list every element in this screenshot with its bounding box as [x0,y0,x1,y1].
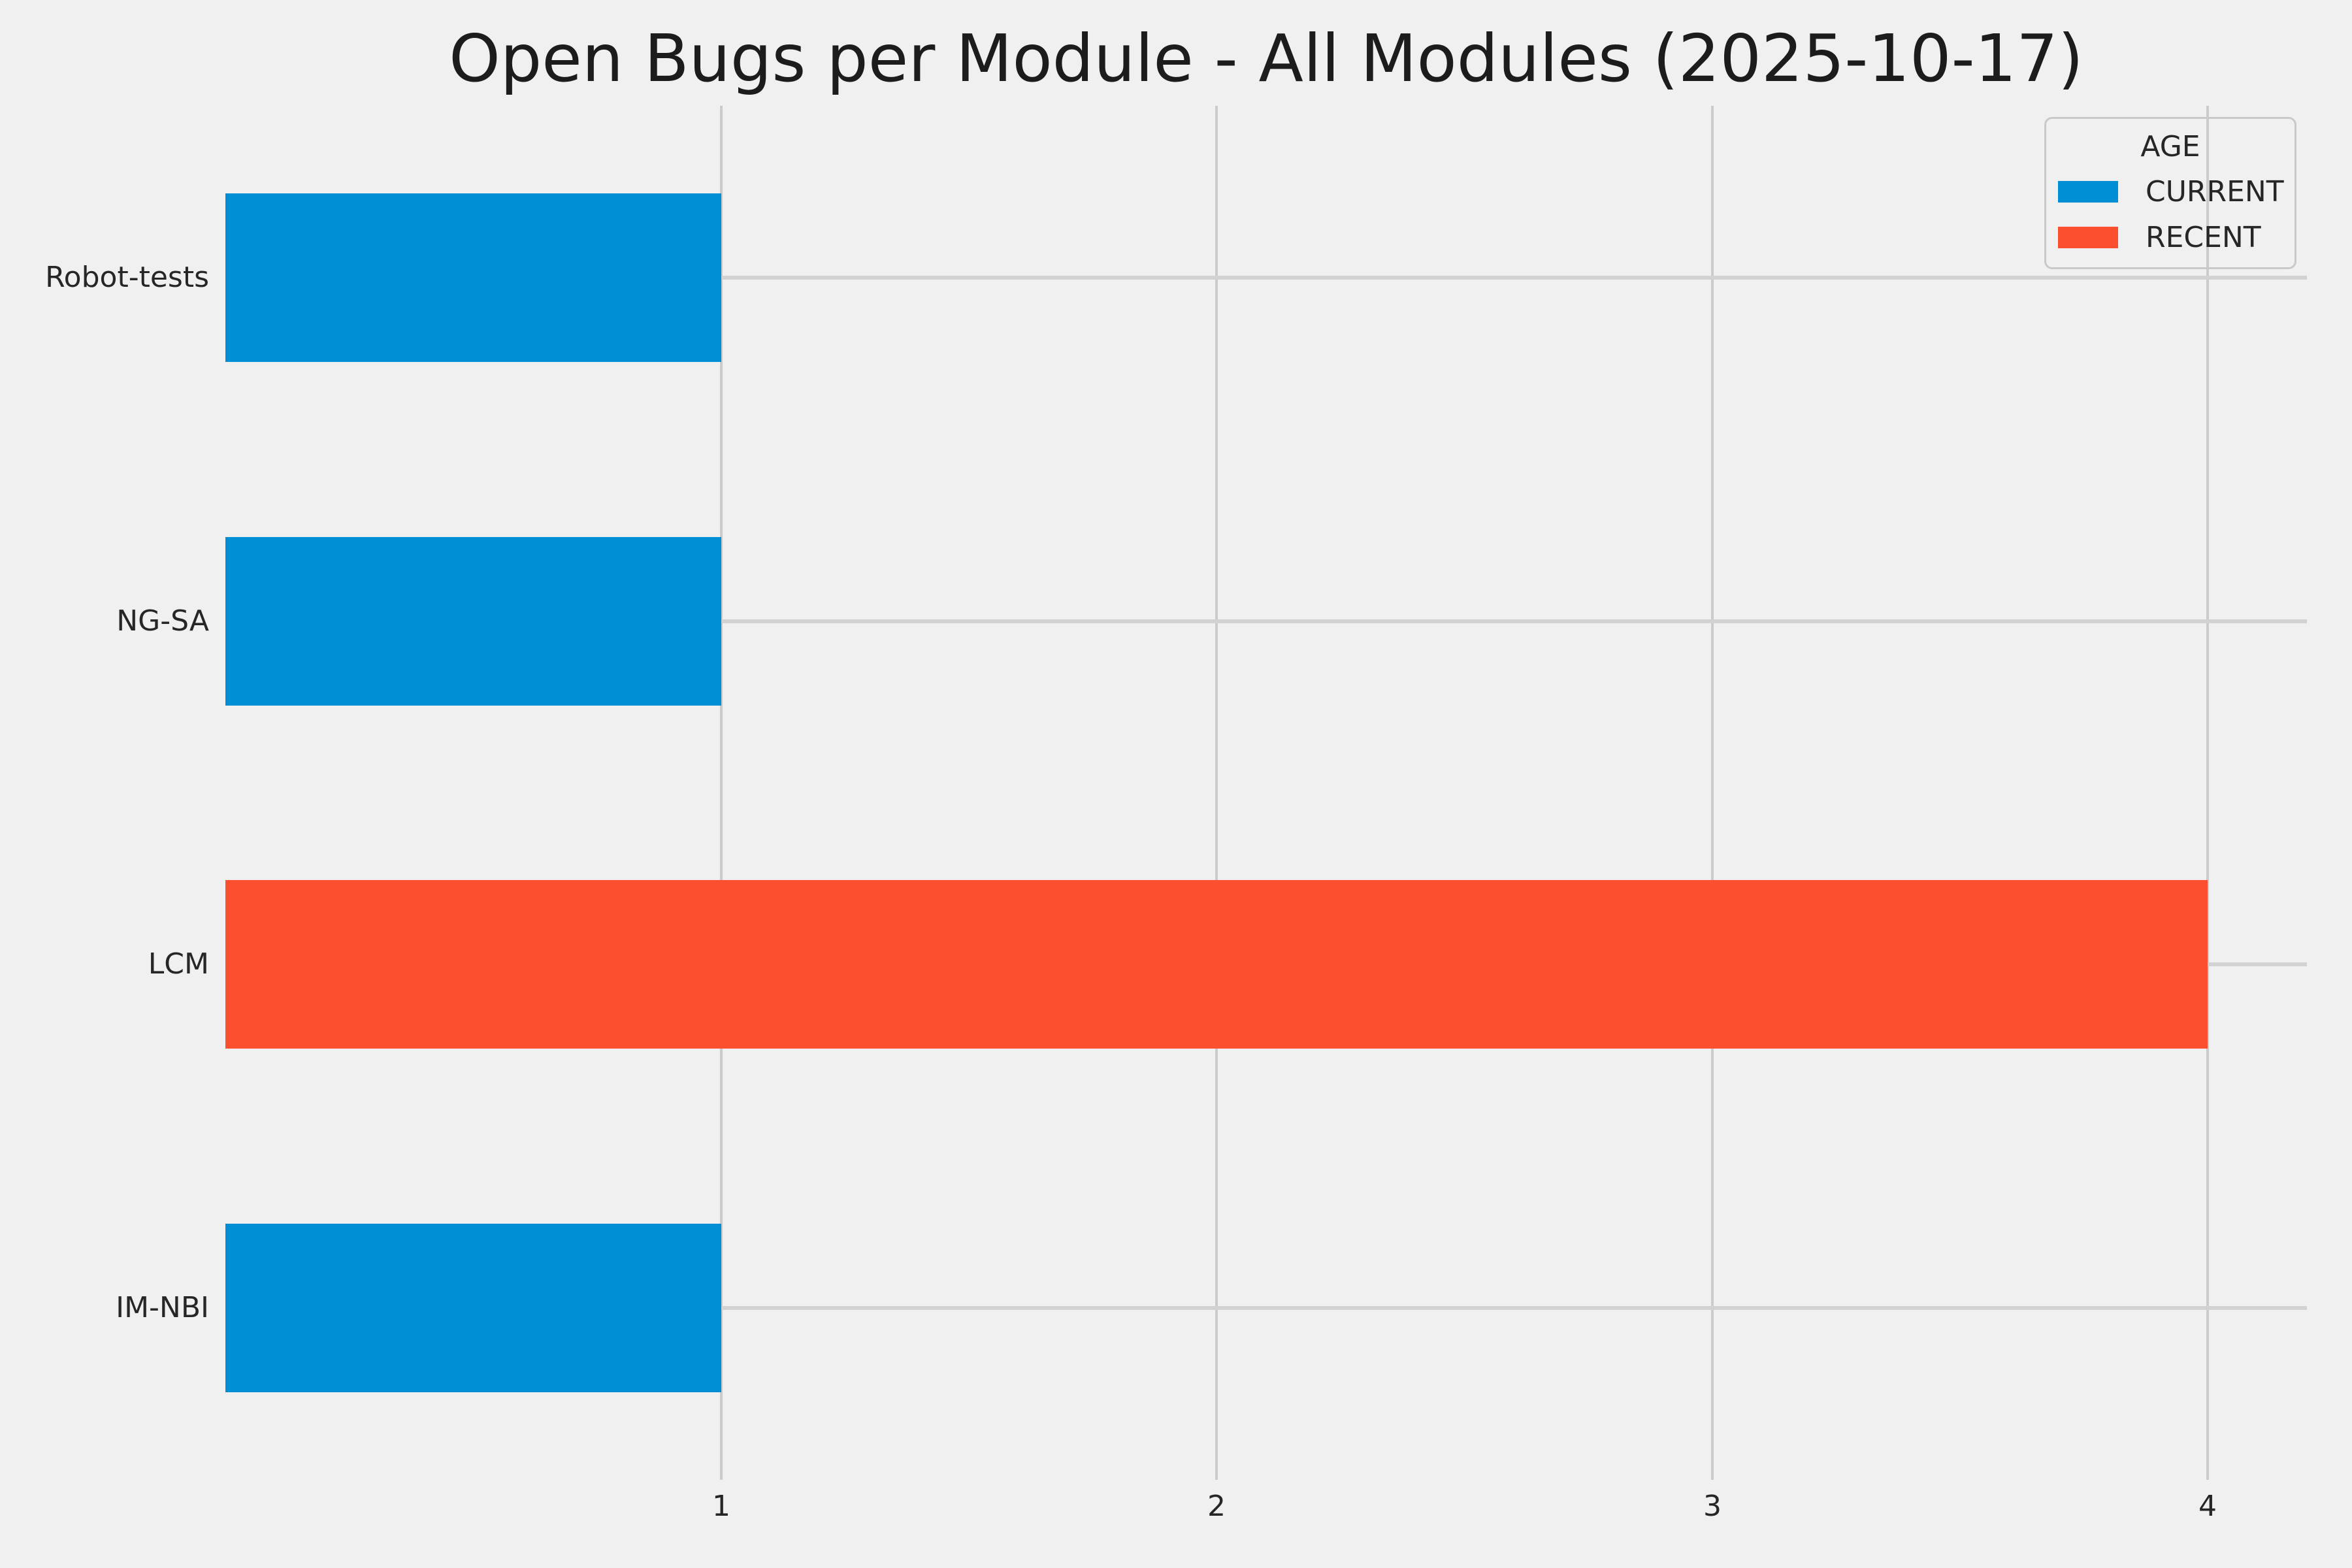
y-tick-label-lcm: LCM [148,947,209,981]
bar-im-nbi [225,1224,721,1392]
legend-label-recent: RECENT [2146,221,2261,255]
y-gridline-im-nbi [225,1306,2307,1310]
legend-title: AGE [2140,130,2200,163]
x-gridline-4 [2206,106,2209,1480]
x-tick-label-2: 2 [1207,1490,1226,1523]
bar-lcm [225,880,2208,1049]
y-tick-label-ng-sa: NG-SA [116,604,209,638]
bar-robot-tests [225,193,721,362]
y-gridline-ng-sa [225,619,2307,623]
legend-entry-recent: RECENT [2058,215,2283,261]
y-tick-label-im-nbi: IM-NBI [116,1291,209,1324]
x-gridline-3 [1711,106,1714,1480]
x-gridline-2 [1215,106,1218,1480]
x-tick-label-4: 4 [2198,1490,2217,1523]
plot-area: AGE CURRENT RECENT [225,106,2307,1480]
y-tick-label-robot-tests: Robot-tests [45,261,209,294]
y-gridline-robot-tests [225,276,2307,280]
legend-label-current: CURRENT [2146,174,2284,208]
legend-entry-current: CURRENT [2058,169,2284,215]
x-tick-label-3: 3 [1703,1490,1722,1523]
chart-title: Open Bugs per Module - All Modules (2025… [449,20,2083,97]
legend-swatch-current [2058,180,2118,203]
legend-swatch-recent [2058,227,2118,249]
bar-ng-sa [225,537,721,706]
x-gridline-1 [720,106,723,1480]
legend: AGE CURRENT RECENT [2044,117,2296,269]
x-tick-label-1: 1 [712,1490,730,1523]
